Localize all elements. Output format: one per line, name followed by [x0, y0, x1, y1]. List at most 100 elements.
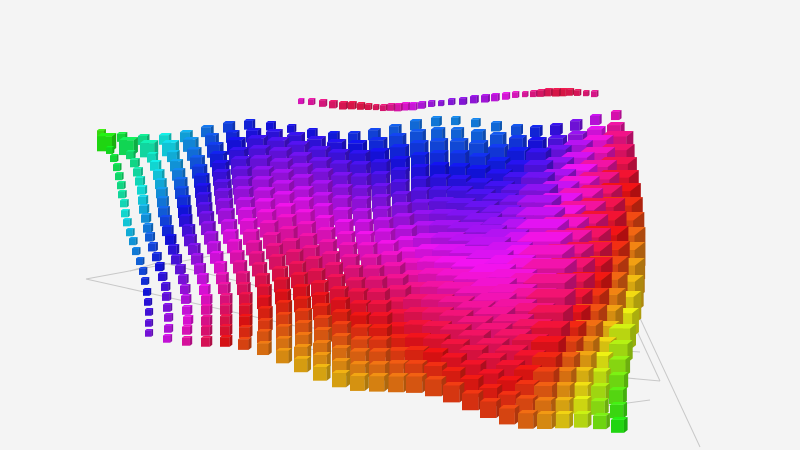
- cube-marker: [164, 234, 178, 247]
- cube-marker: [160, 215, 174, 228]
- cube-marker: [611, 417, 630, 435]
- cube-marker: [275, 288, 293, 306]
- cube-marker: [591, 90, 600, 99]
- cube-marker: [461, 389, 485, 412]
- cube-marker: [592, 412, 612, 431]
- cube-marker: [238, 336, 254, 352]
- cube-marker: [313, 364, 333, 383]
- cube-marker: [331, 370, 352, 389]
- cube-marker: [233, 260, 249, 275]
- cube-marker: [220, 303, 234, 317]
- cube-marker: [257, 329, 274, 345]
- cube-marker: [257, 306, 275, 322]
- cube-marker: [257, 294, 274, 311]
- cube-marker: [480, 93, 492, 105]
- cube-marker: [480, 398, 503, 420]
- cube-marker: [179, 284, 192, 296]
- cube-marker: [118, 190, 129, 200]
- cube-marker: [144, 329, 155, 339]
- cube-marker: [219, 324, 234, 338]
- cube-marker: [427, 100, 437, 109]
- cube-marker: [451, 127, 466, 141]
- cube-marker: [201, 304, 214, 317]
- cube-marker: [143, 287, 153, 298]
- cube-marker: [529, 89, 539, 99]
- cube-marker: [469, 95, 481, 105]
- cube-marker: [294, 356, 313, 374]
- cube-marker: [210, 251, 225, 266]
- cube-marker: [590, 382, 612, 403]
- cube-marker: [318, 98, 329, 109]
- cube-marker: [401, 102, 412, 113]
- cube-marker: [235, 270, 252, 286]
- cube-marker: [491, 92, 502, 103]
- cube-marker: [238, 292, 255, 307]
- cube-marker: [430, 126, 447, 143]
- cube-marker: [591, 397, 611, 417]
- cube-marker: [590, 114, 604, 127]
- cube-marker: [572, 396, 594, 416]
- cube-marker: [430, 115, 444, 128]
- cube-marker: [471, 117, 483, 129]
- cube-marker: [387, 372, 410, 394]
- cube-marker: [550, 123, 565, 137]
- cube-marker: [356, 102, 367, 112]
- cube-marker: [499, 405, 521, 426]
- cube-marker: [218, 282, 233, 296]
- cube-marker: [174, 263, 188, 276]
- cube-marker: [136, 185, 149, 197]
- cube-marker: [106, 145, 116, 156]
- cube-marker: [126, 149, 138, 161]
- cube-marker: [190, 253, 205, 267]
- cube-marker: [163, 302, 174, 314]
- cube-marker: [132, 247, 143, 257]
- cube-marker: [194, 263, 208, 276]
- cube-marker: [239, 303, 255, 318]
- cube-marker: [369, 373, 391, 394]
- cube-marker: [238, 325, 255, 340]
- cube-marker: [184, 233, 199, 248]
- cube-marker: [409, 118, 424, 132]
- cube-marker: [372, 103, 381, 112]
- cube-marker: [297, 97, 306, 106]
- cube-marker: [350, 373, 371, 393]
- cube-marker: [135, 257, 146, 267]
- cube-marker: [219, 335, 234, 349]
- cube-marker: [125, 227, 137, 238]
- cube-marker: [151, 252, 164, 263]
- cube-marker: [181, 294, 193, 306]
- cube-marker: [608, 371, 630, 392]
- cube-marker: [144, 297, 154, 308]
- cube-marker: [389, 123, 404, 138]
- cube-marker: [470, 128, 488, 145]
- cube-marker: [141, 277, 151, 287]
- cube-marker: [128, 237, 140, 247]
- cube-marker: [238, 314, 255, 329]
- cube-marker: [196, 273, 211, 286]
- cube-marker: [551, 87, 563, 99]
- cube-marker: [144, 318, 155, 329]
- cube-marker: [574, 410, 593, 430]
- cube-marker: [219, 292, 234, 307]
- cube-marker: [609, 386, 629, 406]
- cube-marker: [182, 304, 194, 317]
- cube-marker: [121, 208, 132, 219]
- cube-marker: [199, 283, 213, 297]
- cube-marker: [163, 313, 175, 324]
- cube-marker: [200, 293, 214, 307]
- cube-marker: [163, 323, 175, 335]
- cube-marker: [244, 119, 257, 132]
- cube-marker: [491, 120, 504, 133]
- cube-marker: [158, 205, 172, 219]
- cube-marker: [517, 409, 540, 431]
- cube-marker: [418, 101, 428, 111]
- cube-marker: [201, 325, 214, 338]
- cube-marker: [213, 261, 229, 275]
- grid-line: [129, 261, 161, 272]
- cube-marker: [109, 154, 120, 164]
- cube-marker: [566, 88, 576, 98]
- cube-marker: [393, 102, 405, 113]
- cube-marker: [162, 224, 176, 238]
